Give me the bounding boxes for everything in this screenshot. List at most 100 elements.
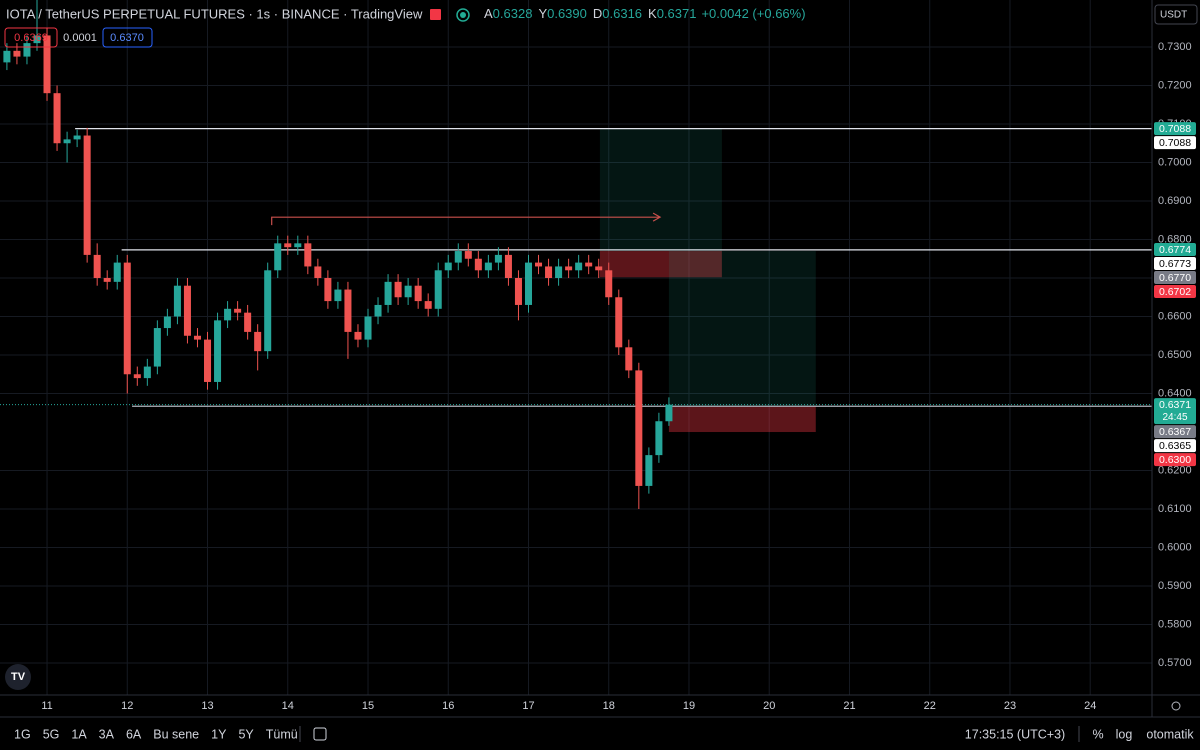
price-tag: [1154, 425, 1196, 439]
candle-body: [595, 266, 603, 271]
range-button[interactable]: 3A: [99, 727, 115, 741]
candle-body: [635, 370, 643, 486]
percent-toggle[interactable]: %: [1092, 727, 1103, 741]
price-tag-label: 0.6773: [1159, 258, 1191, 270]
status-icon: [456, 8, 470, 22]
candle-body: [404, 285, 412, 298]
currency-select[interactable]: [1154, 4, 1198, 25]
ohlc-key: A: [484, 6, 493, 21]
candle-body: [264, 270, 272, 352]
candle-body: [434, 270, 442, 309]
x-tick-label: 23: [1004, 700, 1016, 712]
x-tick-label: 19: [683, 700, 695, 712]
ohlc-key: K: [648, 6, 657, 21]
tv-logo[interactable]: [5, 664, 31, 690]
goto-date-icon[interactable]: [313, 727, 327, 741]
log-toggle[interactable]: log: [1116, 727, 1133, 741]
candle-body: [474, 258, 482, 271]
range-button[interactable]: 5G: [43, 727, 60, 741]
range-button[interactable]: 1G: [14, 727, 31, 741]
candle-body: [504, 254, 512, 278]
y-tick-label: 0.7300: [1158, 41, 1192, 53]
price-tag: [1154, 122, 1196, 136]
axes: 0.73000.72000.71000.70000.69000.68000.67…: [41, 41, 1196, 712]
y-tick-label: 0.6800: [1158, 233, 1192, 245]
price-tag: [1154, 285, 1196, 299]
y-tick-label: 0.6100: [1158, 503, 1192, 515]
ohlc-value: 0.6390: [547, 6, 587, 21]
candle-body: [625, 347, 633, 371]
candle-body: [284, 243, 292, 248]
candle-body: [524, 262, 533, 305]
candle-body: [254, 331, 262, 352]
candle-body: [484, 262, 492, 271]
candle-body: [33, 35, 41, 44]
candle-body: [234, 308, 242, 313]
ohlc-value: 0.6316: [602, 6, 642, 21]
drawings: [0, 128, 1152, 433]
candles: [3, 0, 673, 510]
candle-body: [334, 289, 342, 302]
candle-body: [384, 281, 392, 305]
arrow[interactable]: [271, 212, 662, 226]
y-tick-label: 0.6500: [1158, 349, 1192, 361]
candle-body: [183, 285, 191, 336]
y-tick-label: 0.6400: [1158, 387, 1192, 399]
ask-box[interactable]: [102, 27, 153, 48]
candle-body: [464, 251, 472, 259]
clock[interactable]: 17:35:15 (UTC+3): [965, 727, 1065, 741]
candle-body: [53, 93, 61, 144]
candle-body: [575, 262, 583, 271]
auto-toggle[interactable]: otomatik: [1146, 727, 1194, 741]
target-zone: [599, 128, 722, 252]
price-tag-label: 0.7088: [1159, 137, 1191, 149]
price-tag: [1154, 136, 1196, 150]
candle-body: [555, 266, 563, 278]
range-button[interactable]: Bu sene: [153, 727, 199, 741]
price-tag: [1154, 453, 1196, 467]
candle-body: [655, 421, 663, 456]
candle-body: [83, 135, 91, 255]
settings-icon[interactable]: [1171, 701, 1181, 711]
price-tag-label: 0.6371: [1159, 399, 1191, 411]
range-button[interactable]: Tümü: [266, 727, 298, 741]
candle-body: [123, 262, 131, 375]
candle-body: [63, 139, 71, 144]
bid-price: 0.6369: [14, 32, 48, 44]
candle-body: [545, 266, 553, 278]
candle-body: [324, 278, 332, 302]
candle-body: [153, 328, 161, 367]
y-tick-label: 0.5900: [1158, 580, 1192, 592]
y-tick-label: 0.5800: [1158, 618, 1192, 630]
candle-body: [394, 281, 402, 298]
y-tick-label: 0.6000: [1158, 541, 1192, 553]
price-tag-label: 0.6774: [1159, 244, 1191, 256]
price-tag: [1154, 257, 1196, 271]
flag-icon[interactable]: [430, 9, 441, 20]
candle-body: [224, 308, 232, 321]
candle-body: [113, 262, 121, 282]
y-tick-label: 0.6200: [1158, 464, 1192, 476]
candle-body: [244, 312, 252, 332]
ohlc-key: D: [593, 6, 602, 21]
range-button[interactable]: 5Y: [238, 727, 254, 741]
range-button[interactable]: 6A: [126, 727, 142, 741]
tv-logo-mark: TV: [11, 671, 26, 683]
candle-body: [43, 35, 51, 94]
candle-body: [3, 50, 11, 63]
price-tag-label: 0.6367: [1159, 426, 1191, 438]
bid-box[interactable]: [4, 27, 58, 48]
price-tag-label: 0.7088: [1159, 123, 1191, 135]
range-button[interactable]: 1A: [71, 727, 87, 741]
y-tick-label: 0.6900: [1158, 195, 1192, 207]
price-tag: [1154, 243, 1196, 257]
y-tick-label: 0.5700: [1158, 657, 1192, 669]
x-tick-label: 18: [603, 700, 615, 712]
ohlc-key: Y: [538, 6, 547, 21]
candle-body: [615, 297, 623, 348]
candle-body: [645, 455, 653, 486]
candle-body: [374, 304, 382, 317]
y-tick-label: 0.7200: [1158, 79, 1192, 91]
range-button[interactable]: 1Y: [211, 727, 227, 741]
